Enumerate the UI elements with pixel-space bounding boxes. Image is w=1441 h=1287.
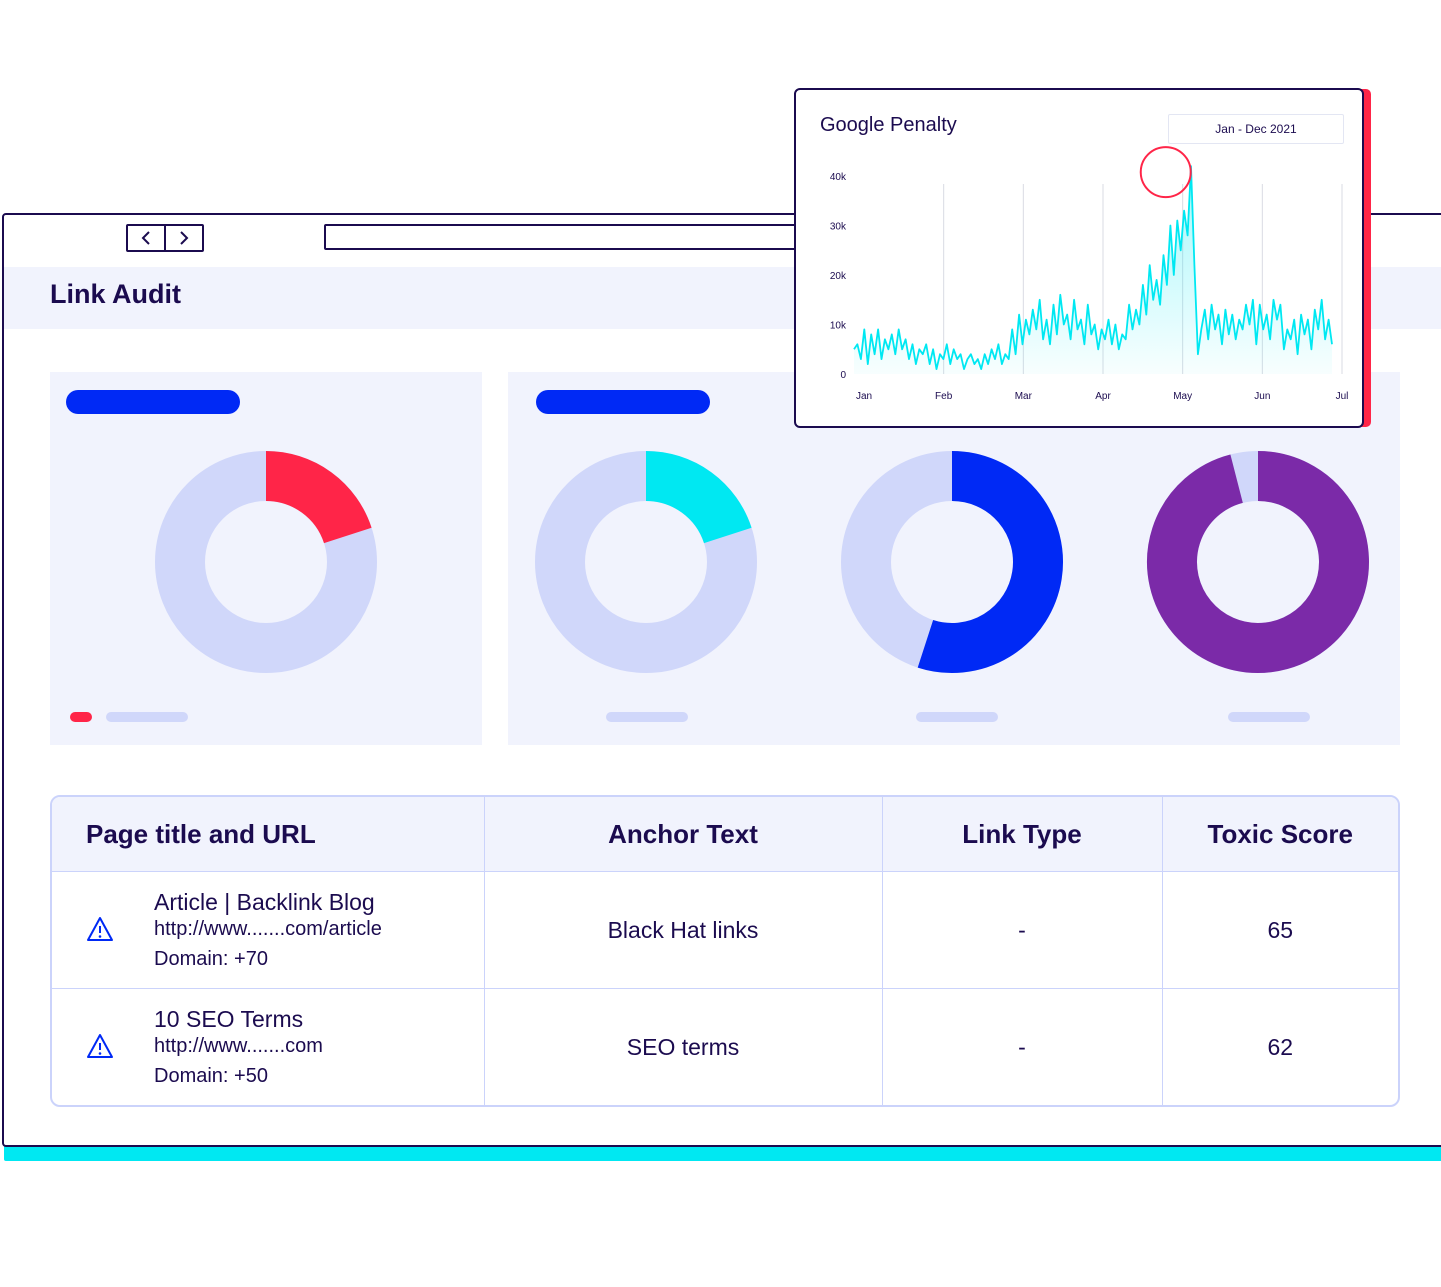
- x-tick-label: Jun: [1254, 391, 1270, 402]
- card-title-placeholder: [536, 390, 710, 414]
- col-header-link-type[interactable]: Link Type: [882, 797, 1163, 872]
- card-title-placeholder: [66, 390, 240, 414]
- anchor-text-cell: Black Hat links: [484, 870, 883, 989]
- back-button[interactable]: [128, 226, 164, 250]
- chart-title: Google Penalty: [820, 114, 957, 136]
- y-tick-label: 40k: [830, 172, 847, 183]
- donut-chart-2: [535, 451, 757, 673]
- col-header-toxic[interactable]: Toxic Score: [1162, 797, 1398, 872]
- donut-2-segment: [644, 451, 752, 545]
- y-tick-label: 10k: [830, 321, 847, 332]
- anchor-text-cell: SEO terms: [484, 988, 883, 1105]
- col-header-page[interactable]: Page title and URL: [52, 797, 485, 872]
- date-range-selector[interactable]: Jan - Dec 2021: [1168, 114, 1344, 144]
- donut-3-segment: [917, 451, 1063, 673]
- table-header-row: Page title and URL Anchor Text Link Type…: [52, 797, 1398, 872]
- google-penalty-popup: Google Penalty Jan - Dec 2021 Jan Feb Mar A…: [794, 88, 1364, 428]
- y-tick-label: 0: [840, 370, 846, 381]
- donut-1-segment: [264, 451, 372, 545]
- series-area: [854, 166, 1332, 374]
- donut-chart-3: [841, 451, 1063, 673]
- x-tick-label: Jul: [1336, 391, 1349, 402]
- warning-icon: [87, 1034, 113, 1059]
- legend-placeholder: [106, 712, 188, 722]
- donut-card-1: [50, 372, 482, 745]
- table-row[interactable]: Article | Backlink Blog http://www......…: [52, 870, 1398, 989]
- donut-4-segment: [1147, 451, 1369, 673]
- warning-icon: [87, 917, 113, 942]
- legend-placeholder: [1228, 712, 1310, 722]
- page-url[interactable]: http://www.......com: [154, 1034, 323, 1057]
- y-tick-label: 20k: [830, 271, 847, 282]
- x-tick-label: Feb: [935, 391, 953, 402]
- series-line: [853, 165, 1333, 370]
- donut-chart-4: [1147, 451, 1369, 673]
- link-type-cell: -: [882, 988, 1163, 1105]
- penalty-highlight-circle: [1139, 146, 1192, 199]
- x-tick-label: Apr: [1095, 391, 1111, 402]
- toxic-score-cell: 65: [1162, 870, 1398, 989]
- x-tick-label: Mar: [1015, 391, 1033, 402]
- x-tick-label: May: [1173, 391, 1192, 402]
- col-header-anchor[interactable]: Anchor Text: [484, 797, 883, 872]
- donut-chart-1: [155, 451, 377, 673]
- page-cell: Article | Backlink Blog http://www......…: [52, 870, 485, 989]
- legend-placeholder: [916, 712, 998, 722]
- y-tick-label: 30k: [830, 222, 847, 233]
- forward-button[interactable]: [164, 226, 202, 250]
- page-cell: 10 SEO Terms http://www.......com Domain…: [52, 988, 485, 1105]
- page-title-link[interactable]: 10 SEO Terms: [154, 1006, 304, 1033]
- link-type-cell: -: [882, 870, 1163, 989]
- page-url[interactable]: http://www.......com/article: [154, 917, 382, 940]
- legend-placeholder: [606, 712, 688, 722]
- nav-buttons: [126, 224, 204, 252]
- toxic-score-cell: 62: [1162, 988, 1398, 1105]
- domain-score: Domain: +50: [154, 1064, 268, 1087]
- page-title: Link Audit: [50, 279, 181, 309]
- legend-marker: [70, 712, 92, 722]
- chevron-left-icon: [141, 231, 150, 245]
- domain-score: Domain: +70: [154, 947, 268, 970]
- table-row[interactable]: 10 SEO Terms http://www.......com Domain…: [52, 988, 1398, 1105]
- x-tick-label: Jan: [856, 391, 872, 402]
- page-title-link[interactable]: Article | Backlink Blog: [154, 889, 375, 916]
- chevron-right-icon: [180, 231, 189, 245]
- donut-card-2: [508, 372, 1400, 745]
- link-audit-table: Page title and URL Anchor Text Link Type…: [50, 795, 1400, 1107]
- penalty-line-chart: Jan Feb Mar Apr May Jun Jul 0 10k 20k 30k 40k: [830, 146, 1349, 402]
